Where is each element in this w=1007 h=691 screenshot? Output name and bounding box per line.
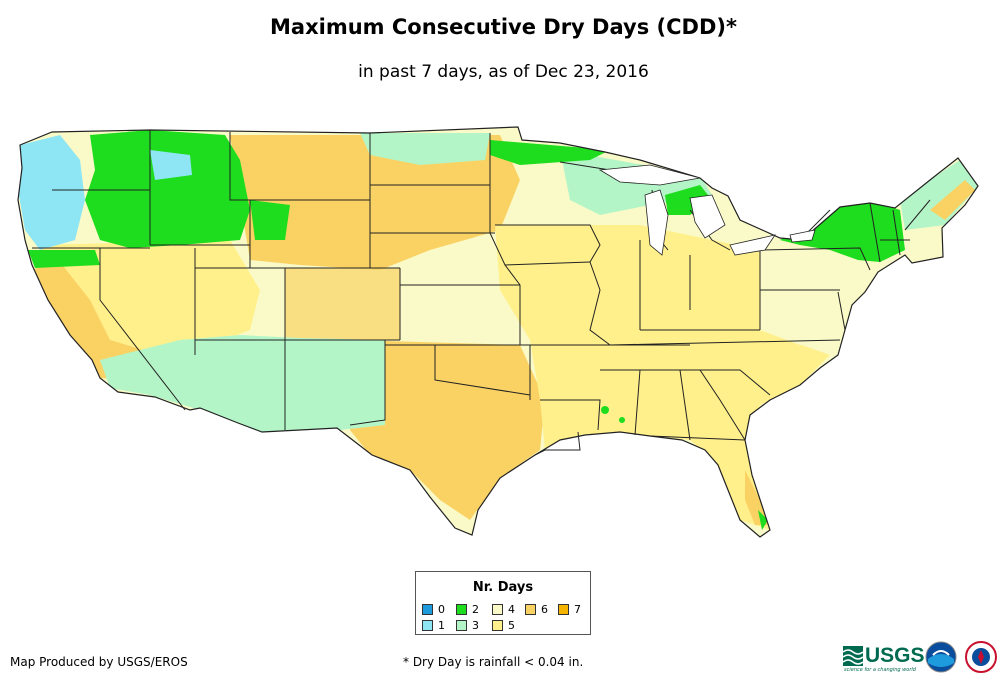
- region-new-york-new-england: [780, 200, 905, 262]
- region-southern-plains: [350, 340, 545, 520]
- region-southwest-desert: [100, 335, 385, 432]
- region-southeast: [530, 330, 830, 530]
- region-louisiana-green: [601, 406, 625, 423]
- legend-label-5: 5: [508, 619, 515, 632]
- legend-swatch-4: [492, 604, 503, 615]
- region-florida: [745, 470, 768, 530]
- usgs-logo-text: USGS: [865, 644, 925, 667]
- noaa-logo-icon: [925, 641, 957, 673]
- usgs-wave-icon: [843, 646, 863, 666]
- legend-label-0: 0: [438, 603, 445, 616]
- legend-label-4: 4: [508, 603, 515, 616]
- legend-item-7: 7: [558, 603, 581, 616]
- legend-label-1: 1: [438, 619, 445, 632]
- region-midwest: [495, 225, 760, 340]
- region-mid-atlantic: [760, 250, 870, 345]
- footnote-text: * Dry Day is rainfall < 0.04 in.: [403, 655, 584, 669]
- legend-item-0: 0: [422, 603, 445, 616]
- agency-logos: USGS science for a changing world: [843, 637, 1003, 677]
- legend-item-2: 2: [456, 603, 479, 616]
- usgs-tagline: science for a changing world: [844, 667, 916, 673]
- legend-swatch-5: [492, 620, 503, 631]
- map-subtitle: in past 7 days, as of Dec 23, 2016: [358, 62, 649, 82]
- state-borders: [17, 126, 979, 538]
- nws-logo-icon: [965, 641, 997, 673]
- us-dry-days-map: [17, 126, 979, 538]
- region-northern-plains: [230, 135, 520, 270]
- legend-item-6: 6: [525, 603, 548, 616]
- great-lakes: [598, 164, 816, 256]
- legend-item-5: 5: [492, 619, 515, 632]
- legend-label-7: 7: [574, 603, 581, 616]
- legend-item-4: 4: [492, 603, 515, 616]
- usgs-logo: USGS: [843, 643, 925, 669]
- legend-swatch-6: [525, 604, 536, 615]
- legend-title: Nr. Days: [472, 580, 534, 595]
- credit-text: Map Produced by USGS/EROS: [10, 655, 188, 669]
- legend-label-2: 2: [472, 603, 479, 616]
- legend-swatch-3: [456, 620, 467, 631]
- legend-label-3: 3: [472, 619, 479, 632]
- legend-swatch-2: [456, 604, 467, 615]
- legend-swatch-0: [422, 604, 433, 615]
- region-colorado: [285, 268, 400, 340]
- region-pacific-northwest-coast: [18, 135, 192, 250]
- legend-swatch-1: [422, 620, 433, 631]
- legend-label-6: 6: [541, 603, 548, 616]
- legend: Nr. Days 0 1 2 3 4 5 6 7: [415, 571, 591, 635]
- legend-swatch-7: [558, 604, 569, 615]
- region-northern-rockies: [28, 130, 290, 268]
- map-title: Maximum Consecutive Dry Days (CDD)*: [270, 15, 737, 39]
- region-california: [30, 262, 150, 380]
- legend-item-3: 3: [456, 619, 479, 632]
- legend-item-1: 1: [422, 619, 445, 632]
